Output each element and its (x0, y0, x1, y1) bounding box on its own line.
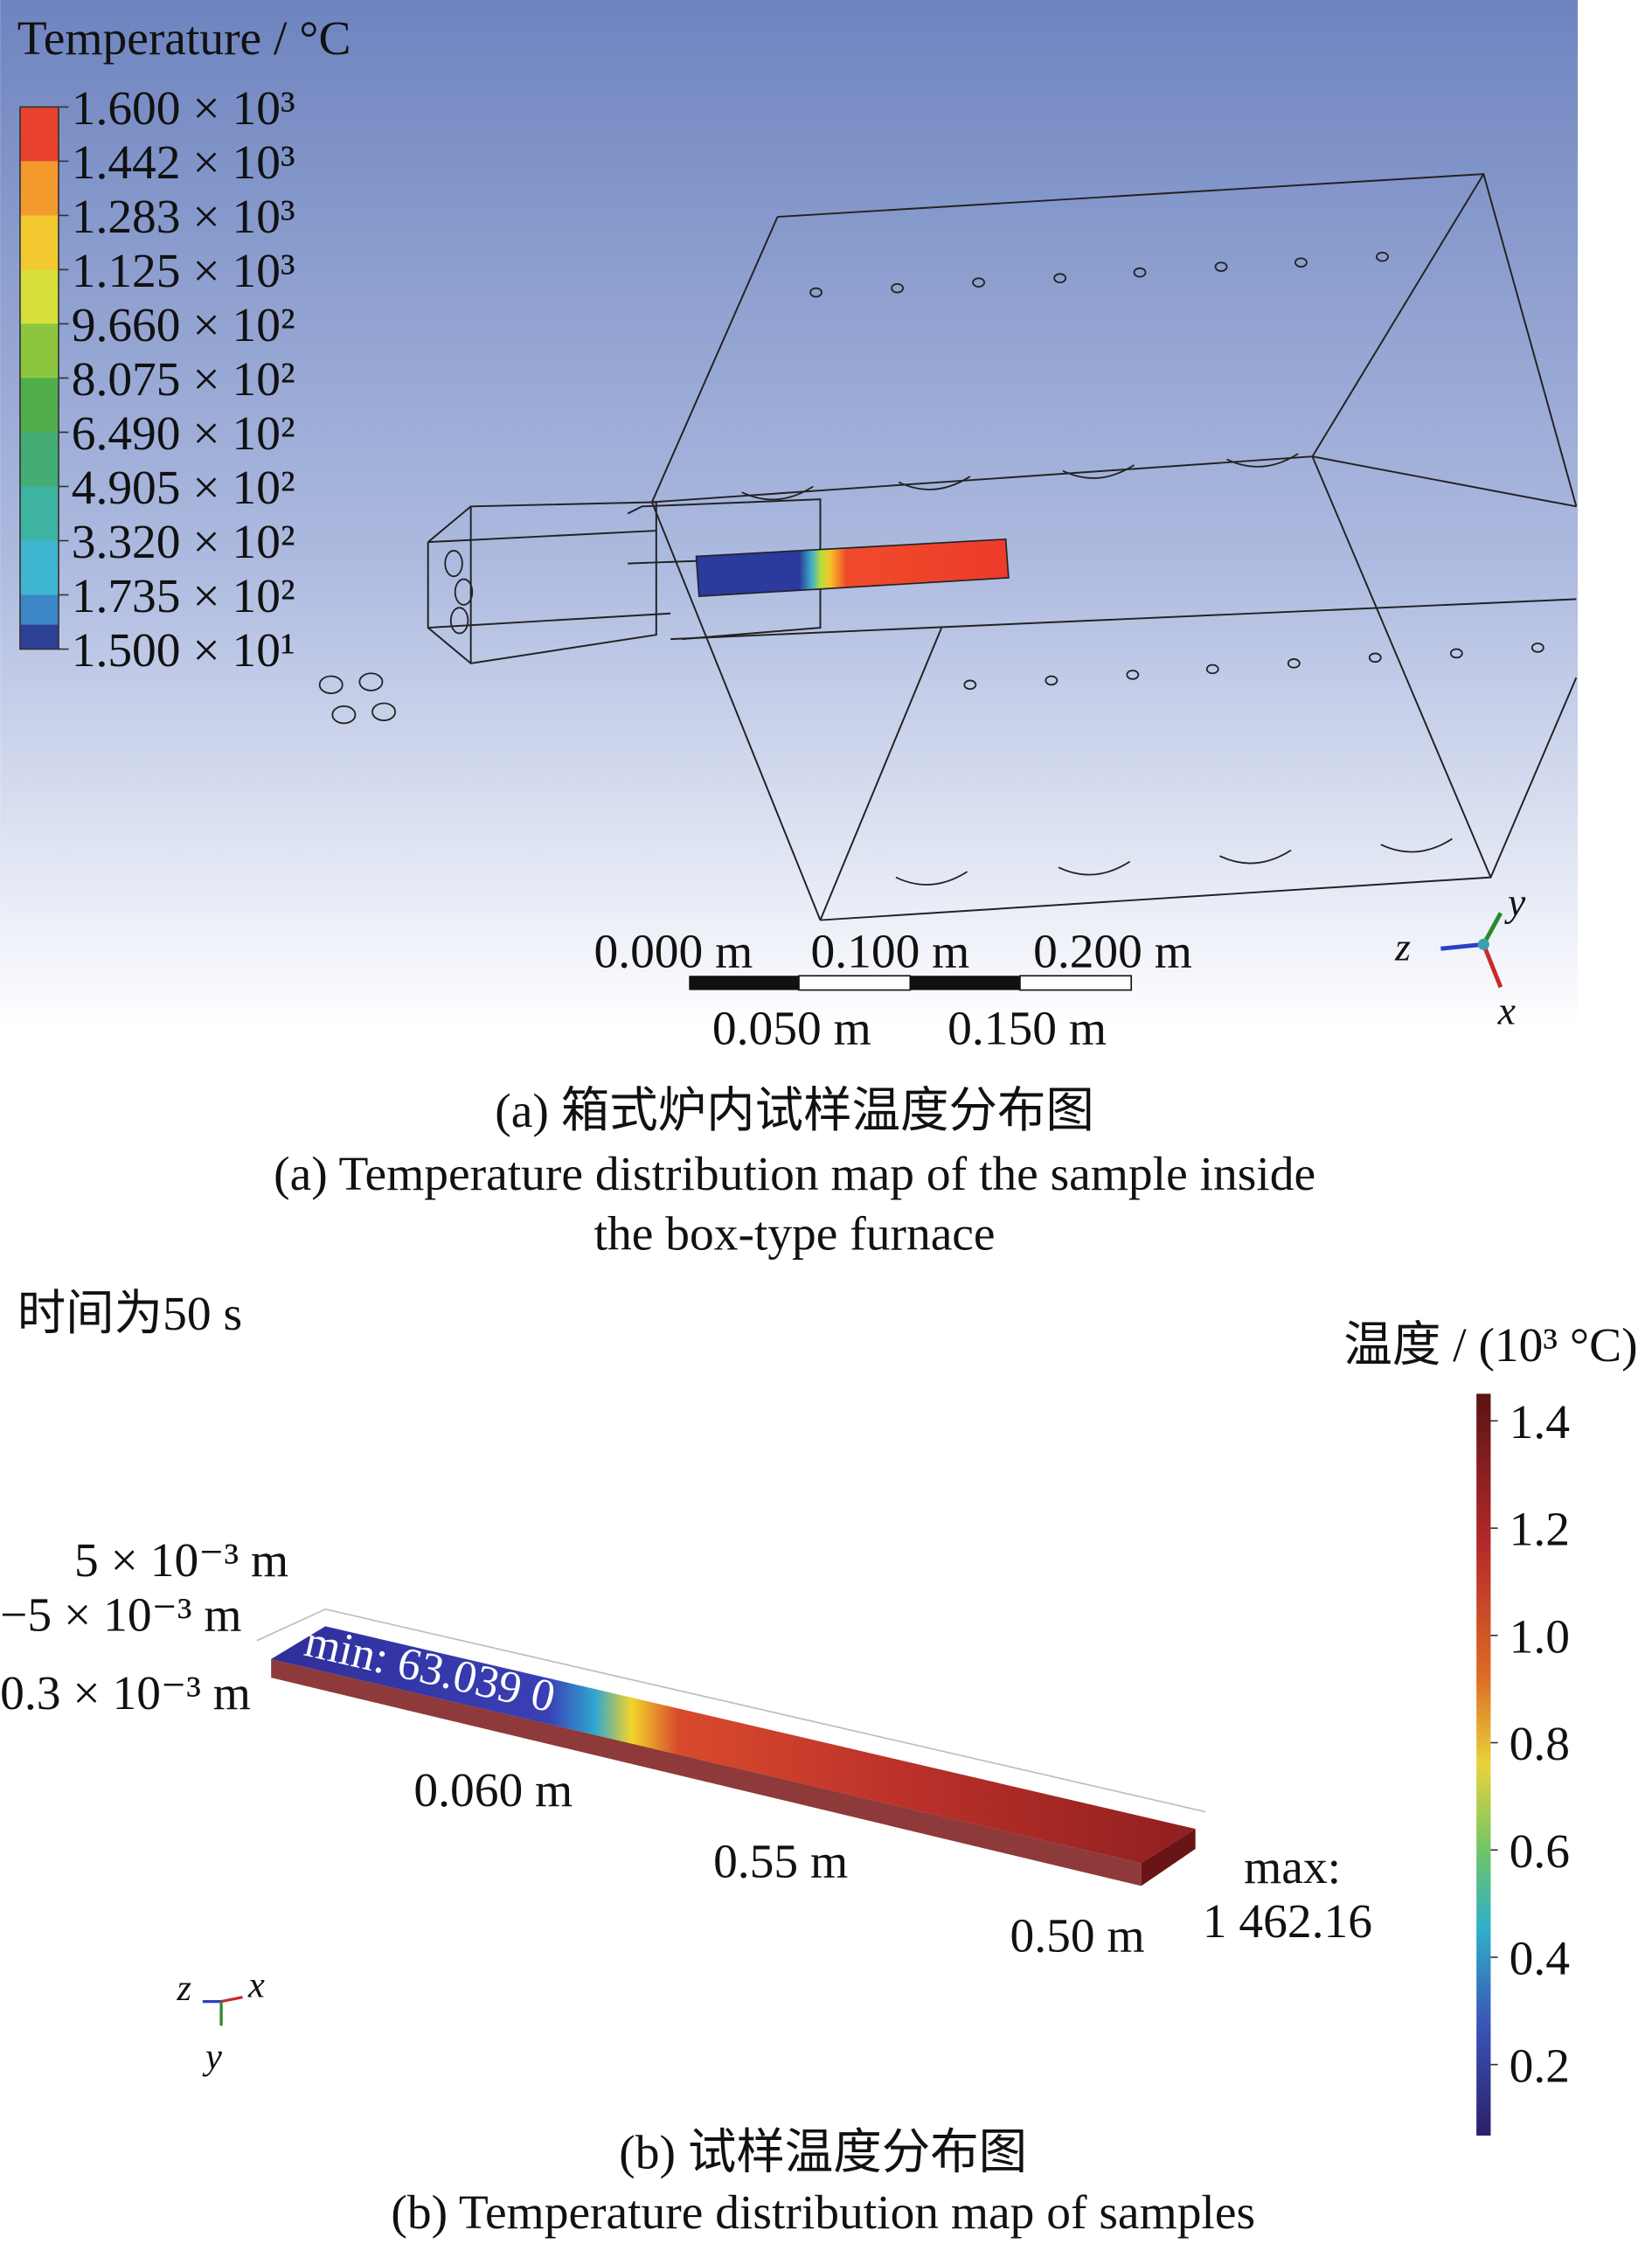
colorbar-b (1476, 1393, 1491, 2136)
caption-en: the box-type furnace (594, 1208, 996, 1261)
legend-swatch (19, 624, 59, 650)
legend-label: 1.125 × 10³ (72, 245, 295, 298)
dimension-label: 0.50 m (1010, 1909, 1145, 1963)
colorbar-tick-label: 0.8 (1510, 1718, 1570, 1771)
axis-label: y (202, 2036, 222, 2077)
legend-label: 3.320 × 10² (72, 516, 295, 569)
legend-swatch (19, 486, 59, 541)
colorbar-tick-label: 1.0 (1510, 1610, 1570, 1664)
scale-label: 0.100 m (811, 925, 970, 978)
legend-swatch (19, 323, 59, 379)
legend-swatch (19, 215, 59, 270)
colorbar-tick-label: 0.4 (1510, 1933, 1570, 1986)
scale-label: 0.150 m (947, 1003, 1107, 1056)
axis-label: x (1497, 989, 1516, 1033)
caption-cn: (b) 试样温度分布图 (619, 2127, 1027, 2180)
legend-swatch (19, 378, 59, 433)
axis-label: z (176, 1968, 191, 2009)
legend-swatch (19, 432, 59, 487)
colorbar-tick-label: 1.2 (1510, 1504, 1570, 1557)
legend-label: 8.075 × 10² (72, 353, 295, 406)
dimension-label: 0.55 m (713, 1836, 848, 1889)
axis-label: y (1504, 880, 1526, 925)
axis-triad-b (202, 1996, 243, 2026)
dimension-label: 5 × 10⁻³ m (74, 1534, 288, 1587)
dimension-label: 0.3 × 10⁻³ m (0, 1667, 251, 1720)
scale-label: 0.200 m (1033, 925, 1192, 978)
scale-label: 0.000 m (593, 925, 753, 978)
colorbar-tick-label: 0.2 (1510, 2039, 1570, 2093)
axis-label: x (247, 1965, 265, 2006)
dimension-label: −5 × 10⁻³ m (0, 1588, 241, 1642)
legend-label: 1.283 × 10³ (72, 191, 295, 244)
legend-title: Temperature / °C (17, 12, 351, 66)
colorbar-tick-label: 1.4 (1510, 1396, 1570, 1449)
colorbar-tick-label: 0.6 (1510, 1825, 1570, 1879)
axis-triad-a (1440, 912, 1503, 989)
legend-label: 1.735 × 10² (72, 570, 295, 623)
colorbar-ticks: 1.4 1.2 1.0 0.8 0.6 0.4 0.2 (1490, 1396, 1570, 2093)
furnace-holes (318, 251, 1544, 886)
legend-label: 9.660 × 10² (72, 299, 295, 352)
legend-swatch (19, 269, 59, 324)
time-label: 时间为50 s (17, 1288, 242, 1341)
caption-en: (a) Temperature distribution map of the … (274, 1148, 1315, 1201)
legend-swatch (19, 540, 59, 595)
caption-en: (b) Temperature distribution map of samp… (391, 2186, 1255, 2240)
caption-cn: (a) 箱式炉内试样温度分布图 (495, 1085, 1094, 1138)
axis-label: z (1394, 924, 1411, 969)
legend-label: 4.905 × 10² (72, 462, 295, 515)
legend-label: 1.442 × 10³ (72, 136, 295, 190)
max-label: 1 462.16 (1203, 1895, 1372, 1949)
scale-bar (689, 975, 1133, 991)
colorbar-title: 温度 / (10³ °C) (1343, 1319, 1637, 1372)
beam (256, 1608, 1206, 1886)
legend-label: 6.490 × 10² (72, 407, 295, 461)
legend-swatch (19, 161, 59, 216)
legend-label: 1.500 × 10¹ (72, 624, 295, 677)
max-label: max: (1244, 1841, 1341, 1894)
scale-label: 0.050 m (712, 1003, 871, 1056)
sample-a (695, 538, 1010, 598)
dimension-label: 0.060 m (413, 1764, 573, 1817)
legend-label: 1.600 × 10³ (72, 82, 295, 135)
panel-a-background (0, 0, 1579, 1031)
legend-swatch (19, 107, 59, 162)
